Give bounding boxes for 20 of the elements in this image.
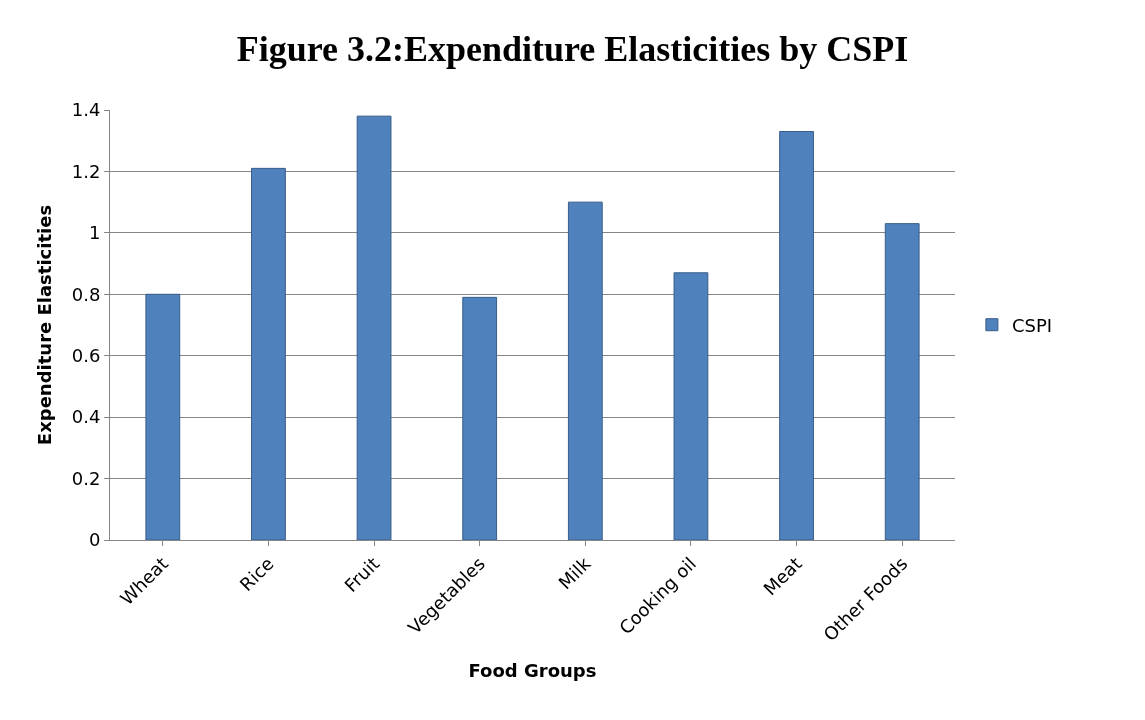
y-tick-label: 0.2 bbox=[71, 467, 101, 489]
bar bbox=[673, 272, 709, 540]
chart-title: Figure 3.2:Expenditure Elasticities by CSPI bbox=[236, 29, 909, 70]
y-tick-label: 0.8 bbox=[71, 283, 101, 305]
y-tick-label: 1.2 bbox=[71, 160, 101, 182]
legend-label: CSPI bbox=[1011, 314, 1053, 336]
y-tick-label: 1.4 bbox=[71, 99, 101, 121]
y-tick-label: 0.4 bbox=[71, 406, 101, 428]
bar bbox=[462, 296, 498, 540]
bar bbox=[251, 167, 286, 540]
x-axis-title: Food Groups bbox=[468, 660, 597, 682]
bar bbox=[567, 201, 603, 540]
y-tick-label: 0.6 bbox=[71, 345, 101, 367]
bar bbox=[884, 223, 920, 540]
bar bbox=[779, 131, 814, 540]
bar bbox=[356, 115, 392, 540]
y-tick-label: 1 bbox=[88, 222, 101, 244]
y-tick-label: 0 bbox=[88, 529, 101, 551]
bar bbox=[145, 293, 181, 540]
y-axis-title: Expenditure Elasticities bbox=[33, 204, 55, 446]
